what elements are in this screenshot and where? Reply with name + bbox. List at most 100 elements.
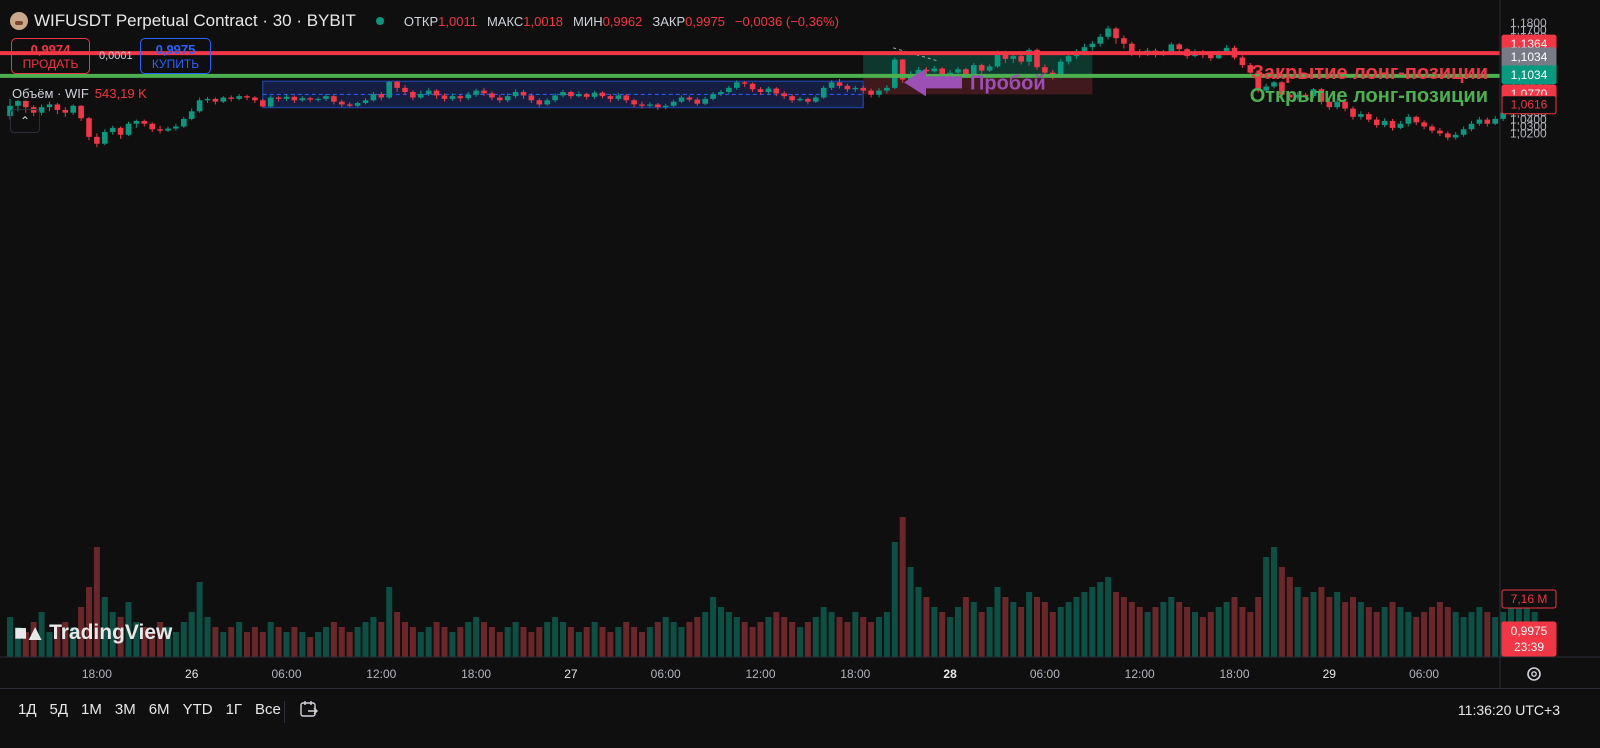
candle-body xyxy=(623,95,629,101)
volume-bar xyxy=(283,632,290,657)
chevron-up-icon: ⌃ xyxy=(19,114,31,128)
candle-body xyxy=(1373,119,1380,126)
price-label-text: 0,9975 xyxy=(1511,624,1548,638)
candle-body xyxy=(1405,116,1412,124)
volume-bar xyxy=(970,602,977,657)
candle-body xyxy=(647,104,653,106)
clock-timezone[interactable]: 11:36:20 UTC+3 xyxy=(1457,702,1560,718)
coin-icon xyxy=(10,12,28,30)
volume-bar xyxy=(204,617,211,657)
volume-bar xyxy=(1089,587,1096,657)
volume-bar xyxy=(1334,592,1341,657)
volume-bar xyxy=(394,612,401,657)
candle-body xyxy=(1129,43,1135,52)
candle-body xyxy=(710,94,716,99)
range-6m[interactable]: 6М xyxy=(148,701,170,718)
volume-bar xyxy=(149,632,156,657)
volume-bar xyxy=(1034,597,1040,657)
volume-bar xyxy=(141,627,148,657)
candle-body xyxy=(449,96,456,99)
candle-body xyxy=(599,92,606,97)
volume-bar xyxy=(236,622,243,657)
volume-bar xyxy=(978,612,985,657)
volume-bar xyxy=(1271,547,1277,657)
volume-bar xyxy=(370,617,377,657)
candle-body xyxy=(1342,101,1348,109)
candle-body xyxy=(971,65,977,75)
candle-body xyxy=(828,82,835,88)
volume-bar xyxy=(955,607,961,657)
candle-body xyxy=(315,98,321,100)
candle-body xyxy=(1445,133,1451,138)
volume-bar xyxy=(1026,592,1033,657)
volume-bar xyxy=(101,597,108,657)
range-3m[interactable]: 3М xyxy=(114,701,136,718)
candle-body xyxy=(734,82,740,88)
range-1y[interactable]: 1Г xyxy=(225,701,243,718)
candle-body xyxy=(346,104,353,106)
volume-bar xyxy=(1097,582,1104,657)
symbol-title[interactable]: WIFUSDT Perpetual Contract · 30 · BYBIT xyxy=(34,11,356,30)
candle-body xyxy=(686,97,693,100)
volume-bar xyxy=(338,627,345,657)
candle-body xyxy=(267,97,274,107)
volume-bar xyxy=(1413,617,1420,657)
volume-bar xyxy=(789,622,796,657)
close-label: ЗАКР xyxy=(652,13,686,29)
volume-bar xyxy=(836,617,843,657)
open-value: 1,0011 xyxy=(438,13,477,29)
candles xyxy=(7,25,1538,148)
candle-body xyxy=(1326,101,1333,108)
range-ytd[interactable]: YTD xyxy=(182,701,213,718)
volume-bar xyxy=(947,617,954,657)
arrow-left-icon xyxy=(904,68,962,97)
volume-bar xyxy=(275,627,282,657)
candle-body xyxy=(457,96,464,99)
price-label-box xyxy=(1501,95,1557,115)
candle-body xyxy=(1026,49,1032,62)
time-tick-label: 12:00 xyxy=(745,667,775,681)
volume-bar xyxy=(939,612,946,657)
range-1d[interactable]: 1Д xyxy=(18,701,37,718)
collapse-legend-button[interactable]: ⌃ xyxy=(10,109,40,133)
candle-body xyxy=(38,107,45,113)
open-long-label: Открытие лонг-позиции xyxy=(1250,85,1488,107)
volume-bar xyxy=(109,612,116,657)
time-tick-label: 06:00 xyxy=(271,667,301,681)
candle-body xyxy=(1239,57,1246,66)
volume-legend[interactable]: Объём · WIF 543,19 K xyxy=(12,86,147,101)
volume-bar xyxy=(1484,612,1491,657)
time-tick-label: 12:00 xyxy=(1125,667,1155,681)
candle-body xyxy=(1287,94,1293,98)
range-5d[interactable]: 5Д xyxy=(49,701,69,718)
calendar-goto-icon[interactable] xyxy=(298,698,320,720)
candle-body xyxy=(773,88,780,94)
candle-body xyxy=(978,65,985,71)
volume-bar xyxy=(1286,577,1293,657)
tradingview-logo: ■▲ TradingView xyxy=(14,620,172,646)
candle-body xyxy=(70,105,76,113)
gear-icon[interactable] xyxy=(1524,664,1544,684)
candle-body xyxy=(125,123,132,135)
volume-bar xyxy=(986,607,993,657)
buy-button[interactable]: 0,9975 КУПИТЬ xyxy=(140,38,211,74)
volume-bar xyxy=(1468,612,1475,657)
range-all[interactable]: Все xyxy=(255,701,281,718)
chart-header: WIFUSDT Perpetual Contract · 30 · BYBIT … xyxy=(10,8,839,34)
range-1m[interactable]: 1М xyxy=(81,701,102,718)
volume-bar xyxy=(1168,597,1175,657)
volume-bar xyxy=(773,612,780,657)
candle-body xyxy=(78,105,84,119)
candle-body xyxy=(331,96,337,102)
price-label-text: 1,1034 xyxy=(1511,50,1548,64)
candle-body xyxy=(283,96,290,99)
candle-body xyxy=(94,136,100,144)
volume-bar xyxy=(1049,612,1056,657)
candle-body xyxy=(252,97,258,101)
volume-bar xyxy=(1342,602,1349,657)
sell-button[interactable]: 0,9974 ПРОДАТЬ xyxy=(11,38,90,74)
candle-body xyxy=(899,59,906,80)
time-tick-label: 18:00 xyxy=(1219,667,1249,681)
candle-body xyxy=(1223,47,1230,53)
